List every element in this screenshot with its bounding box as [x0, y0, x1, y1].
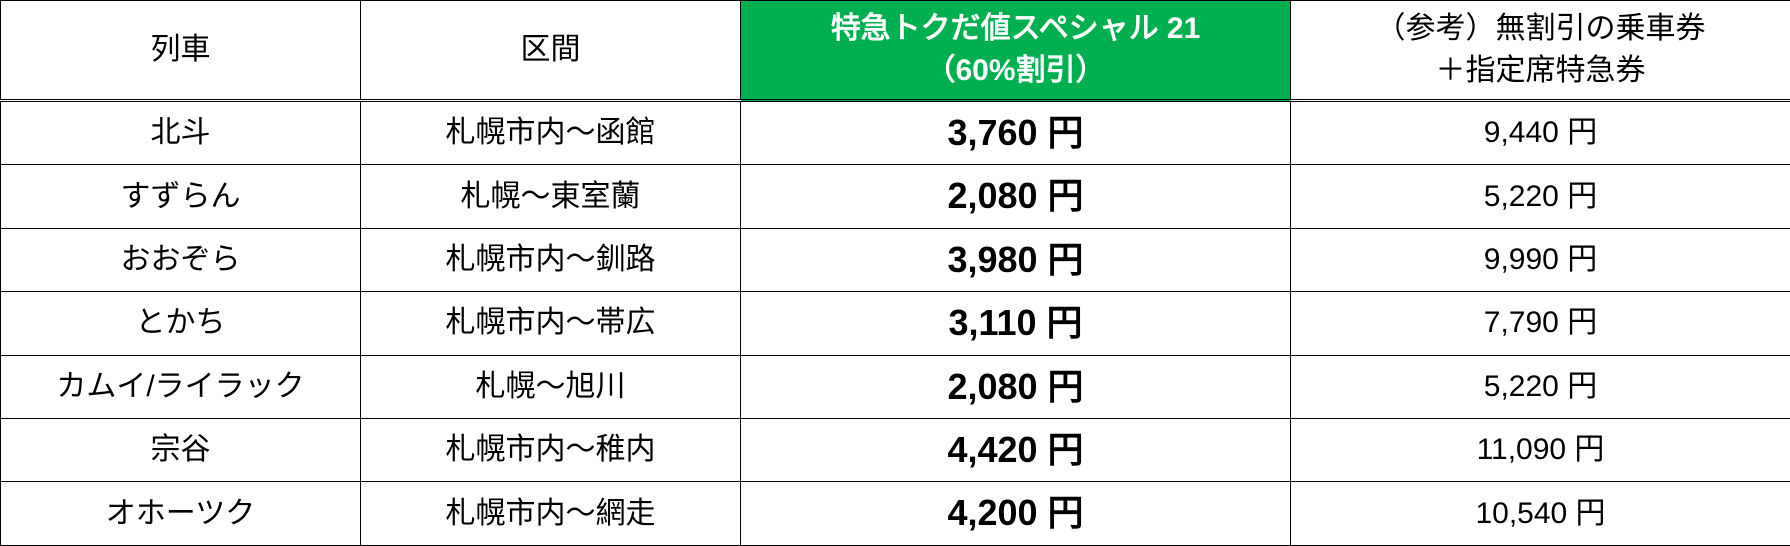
cell-section: 札幌市内～帯広 — [361, 292, 741, 355]
table-row: すずらん 札幌～東室蘭 2,080 円 5,220 円 — [1, 165, 1790, 228]
cell-reference: 9,990 円 — [1291, 228, 1790, 291]
col-header-section: 区間 — [361, 1, 741, 101]
cell-reference: 5,220 円 — [1291, 165, 1790, 228]
cell-train: とかち — [1, 292, 361, 355]
cell-section: 札幌～旭川 — [361, 355, 741, 418]
table-row: おおぞら 札幌市内～釧路 3,980 円 9,990 円 — [1, 228, 1790, 291]
cell-special: 3,760 円 — [741, 101, 1291, 165]
table-row: 北斗 札幌市内～函館 3,760 円 9,440 円 — [1, 101, 1790, 165]
cell-special: 4,420 円 — [741, 418, 1291, 481]
cell-reference: 5,220 円 — [1291, 355, 1790, 418]
col-header-special-line1: 特急トクだ値スペシャル 21 — [831, 12, 1201, 45]
cell-section: 札幌市内～釧路 — [361, 228, 741, 291]
col-header-reference-line2: ＋指定席特急券 — [1436, 54, 1646, 87]
cell-special: 3,110 円 — [741, 292, 1291, 355]
col-header-special: 特急トクだ値スペシャル 21 （60%割引） — [741, 1, 1291, 101]
cell-special: 3,980 円 — [741, 228, 1291, 291]
cell-special: 2,080 円 — [741, 165, 1291, 228]
col-header-special-line2: （60%割引） — [925, 54, 1105, 87]
cell-train: おおぞら — [1, 228, 361, 291]
table-row: 宗谷 札幌市内～稚内 4,420 円 11,090 円 — [1, 418, 1790, 481]
cell-train: すずらん — [1, 165, 361, 228]
table-header-row: 列車 区間 特急トクだ値スペシャル 21 （60%割引） （参考）無割引の乗車券… — [1, 1, 1790, 101]
fare-table: 列車 区間 特急トクだ値スペシャル 21 （60%割引） （参考）無割引の乗車券… — [0, 0, 1790, 546]
cell-reference: 9,440 円 — [1291, 101, 1790, 165]
col-header-reference: （参考）無割引の乗車券 ＋指定席特急券 — [1291, 1, 1790, 101]
col-header-reference-line1: （参考）無割引の乗車券 — [1376, 12, 1706, 45]
cell-train: カムイ/ライラック — [1, 355, 361, 418]
cell-reference: 11,090 円 — [1291, 418, 1790, 481]
col-header-train: 列車 — [1, 1, 361, 101]
cell-section: 札幌～東室蘭 — [361, 165, 741, 228]
cell-section: 札幌市内～函館 — [361, 101, 741, 165]
cell-train: 宗谷 — [1, 418, 361, 481]
table-row: カムイ/ライラック 札幌～旭川 2,080 円 5,220 円 — [1, 355, 1790, 418]
cell-special: 2,080 円 — [741, 355, 1291, 418]
table-row: とかち 札幌市内～帯広 3,110 円 7,790 円 — [1, 292, 1790, 355]
cell-reference: 7,790 円 — [1291, 292, 1790, 355]
cell-train: 北斗 — [1, 101, 361, 165]
cell-section: 札幌市内～稚内 — [361, 418, 741, 481]
